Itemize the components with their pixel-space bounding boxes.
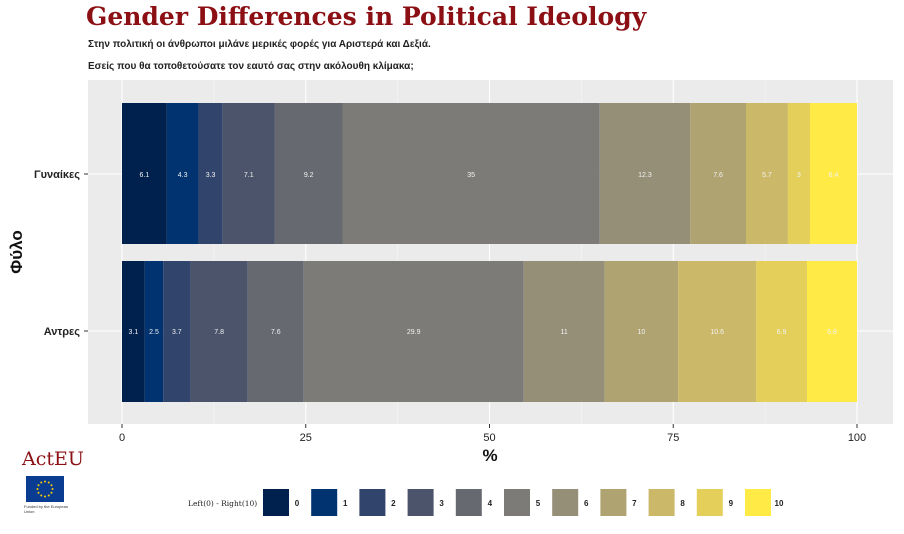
legend-swatch (600, 489, 627, 516)
eu-star-icon (51, 488, 54, 490)
bar-segment (604, 261, 679, 402)
legend-label: 3 (439, 499, 444, 508)
x-tick-label: 50 (483, 432, 495, 444)
bar-segment (342, 103, 600, 244)
x-tick-label: 25 (300, 432, 312, 444)
bar-segment (163, 261, 191, 402)
data-label: 7.1 (244, 172, 254, 179)
bar-segment (190, 261, 248, 402)
chart-title: Gender Differences in Political Ideology (86, 2, 647, 31)
data-label: 7.6 (713, 172, 723, 179)
bar-segment (303, 261, 524, 402)
y-tick-label: Αντρες (44, 326, 81, 338)
bar-segment (678, 261, 757, 402)
bar-segment (809, 103, 857, 244)
eu-star-icon (44, 480, 46, 483)
bar-segment (523, 261, 605, 402)
bar-segment (122, 103, 167, 244)
data-label: 3.1 (129, 329, 139, 336)
legend-swatch (504, 489, 530, 516)
legend-swatch (407, 489, 434, 516)
legend-swatch (552, 489, 579, 516)
eu-star-icon (47, 481, 50, 484)
legend-label: 2 (391, 499, 396, 508)
bar-segment (166, 103, 199, 244)
legend-label: 6 (584, 499, 589, 508)
legend-label: 0 (295, 499, 300, 508)
legend-label: 8 (680, 499, 685, 508)
legend-label: 9 (729, 499, 734, 508)
data-label: 29.9 (407, 329, 421, 336)
legend-swatch (359, 489, 386, 516)
bar-segment (274, 103, 343, 244)
x-tick-label: 75 (667, 432, 679, 444)
data-label: 35 (467, 172, 475, 179)
data-label: 11 (561, 329, 568, 336)
eu-star-icon (50, 484, 53, 487)
data-label: 5.7 (762, 172, 772, 179)
data-label: 6.1 (140, 172, 150, 179)
data-label: 3 (797, 172, 801, 179)
acteu-logo: ActEU (22, 448, 84, 470)
data-label: 3.3 (206, 172, 216, 179)
eu-star-icon (44, 495, 46, 498)
bar-segment (787, 103, 810, 244)
x-tick-label: 0 (119, 432, 125, 444)
eu-star-icon (37, 484, 40, 487)
legend-label: 1 (343, 499, 348, 508)
data-label: 2.5 (149, 329, 159, 336)
bar-segment (144, 261, 164, 402)
data-label: 4.3 (178, 172, 188, 179)
bar-segment (756, 261, 807, 402)
bar-segment (247, 261, 304, 402)
legend-swatch (696, 489, 723, 516)
eu-star-icon (40, 494, 43, 497)
eu-star-icon (50, 491, 53, 494)
bar-segment (198, 103, 223, 244)
data-label: 7.8 (214, 329, 224, 336)
bar-segment (122, 261, 145, 402)
data-label: 9.2 (304, 172, 314, 179)
eu-star-icon (47, 494, 50, 497)
bar-segment (599, 103, 691, 244)
eu-funding-caption: Funded by the European Union (24, 504, 69, 514)
y-tick-label: Γυναίκες (34, 169, 80, 181)
bar-segment (690, 103, 747, 244)
data-label: 6.8 (827, 329, 837, 336)
y-axis-title: Φύλο (7, 230, 26, 273)
data-label: 6.9 (777, 329, 787, 336)
data-label: 10 (638, 329, 646, 336)
eu-flag-icon (26, 476, 64, 502)
chart-subtitle-1: Στην πολιτική οι άνθρωποι μιλάνε μερικές… (88, 39, 431, 50)
legend-swatch (311, 489, 338, 516)
eu-star-icon (40, 481, 43, 484)
data-label: 10.6 (710, 329, 724, 336)
legend-label: 4 (488, 499, 493, 508)
chart-subtitle-2: Εσείς που θα τοποθετούσατε τον εαυτό σας… (88, 61, 414, 72)
x-tick-label: 100 (848, 432, 866, 444)
data-label: 12.3 (638, 172, 652, 179)
data-label: 3.7 (172, 329, 182, 336)
bar-segment (806, 261, 857, 402)
legend-swatch (648, 489, 675, 516)
eu-star-icon (37, 491, 40, 494)
x-axis-title: % (482, 446, 497, 465)
bar-segment (746, 103, 788, 244)
data-label: 6.4 (829, 172, 839, 179)
legend-title: Left(0) - Right(10) (188, 499, 257, 508)
legend-label: 5 (536, 499, 541, 508)
legend-swatch (745, 489, 771, 516)
legend-label: 10 (775, 499, 784, 508)
legend-swatch (455, 489, 482, 516)
legend-label: 7 (632, 499, 637, 508)
eu-star-icon (36, 488, 39, 490)
bar-segment (222, 103, 275, 244)
legend-swatch (263, 489, 289, 516)
data-label: 7.6 (271, 329, 281, 336)
